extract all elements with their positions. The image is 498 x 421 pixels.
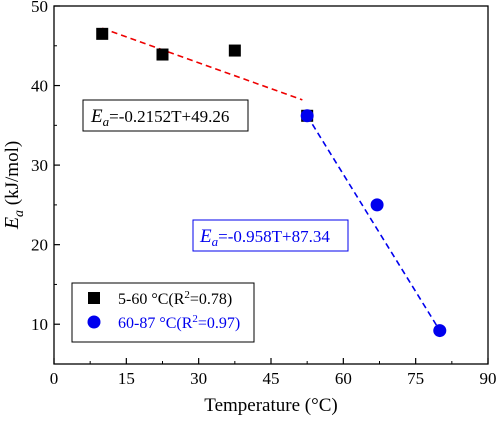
data-point-circle (370, 198, 384, 212)
x-tick-label: 90 (480, 369, 497, 388)
legend-marker-square (88, 292, 100, 304)
data-point-square (156, 48, 169, 61)
fit-equation-1: Ea=-0.2152T+49.26 (82, 99, 249, 132)
legend-label-2-suffix: =0.97) (198, 315, 240, 332)
y-axis-title: Ea (kJ/mol) (1, 141, 27, 230)
y-axis-title-sub: a (12, 210, 27, 217)
fit-equation-1-box (82, 99, 249, 132)
y-axis-title-main: E (1, 217, 23, 230)
legend: 5-60 °C(R2=0.78) 60-87 °C(R2=0.97) (71, 282, 255, 343)
x-axis-title: Temperature (°C) (204, 395, 337, 416)
y-tick-label: 30 (31, 156, 48, 175)
y-axis-ticks: 10 20 30 40 50 (31, 0, 60, 365)
legend-label-2: 60-87 °C(R2=0.97) (118, 313, 240, 332)
legend-box (71, 282, 255, 343)
fit-equation-2-rest: =-0.958T+87.34 (218, 227, 330, 246)
legend-label-1-prefix: 5-60 °C(R (118, 291, 185, 308)
fit-equation-1-main: E (90, 106, 103, 127)
x-tick-label: 15 (118, 369, 135, 388)
fit-equation-2-main: E (199, 226, 212, 247)
x-tick-label: 45 (263, 369, 280, 388)
data-point-circle (433, 324, 447, 338)
fit-equation-2-sub: a (212, 234, 219, 249)
fit-equation-1-text: Ea=-0.2152T+49.26 (90, 106, 229, 129)
y-tick-label: 20 (31, 236, 48, 255)
fit-equation-2: Ea=-0.958T+87.34 (192, 219, 349, 252)
y-tick-label: 10 (31, 315, 48, 334)
data-point-circle (300, 109, 314, 123)
legend-label-1-suffix: =0.78) (190, 291, 232, 308)
data-point-square (228, 44, 241, 57)
data-markers (96, 27, 447, 338)
legend-label-2-sup: 2 (192, 313, 198, 325)
fit-line-1 (101, 27, 303, 101)
x-tick-label: 75 (407, 369, 424, 388)
y-tick-label: 50 (31, 0, 48, 16)
fit-lines (101, 27, 441, 332)
fit-equation-2-box (192, 219, 349, 252)
legend-label-1-sup: 2 (184, 289, 190, 301)
x-tick-label: 60 (335, 369, 352, 388)
fit-line-2 (306, 115, 441, 332)
fit-equation-1-rest: =-0.2152T+49.26 (109, 107, 229, 126)
fit-equation-1-sub: a (103, 114, 110, 129)
y-axis-title-unit: (kJ/mol) (2, 141, 23, 210)
x-tick-label: 30 (190, 369, 207, 388)
data-point-square (96, 27, 109, 40)
fit-equation-2-text: Ea=-0.958T+87.34 (199, 226, 330, 249)
legend-label-2-prefix: 60-87 °C(R (118, 315, 193, 332)
x-axis-ticks: 0 15 30 45 60 75 90 (50, 358, 497, 388)
legend-label-1: 5-60 °C(R2=0.78) (118, 289, 232, 308)
x-tick-label: 0 (50, 369, 59, 388)
y-tick-label: 40 (31, 77, 48, 96)
legend-marker-circle (87, 315, 101, 329)
